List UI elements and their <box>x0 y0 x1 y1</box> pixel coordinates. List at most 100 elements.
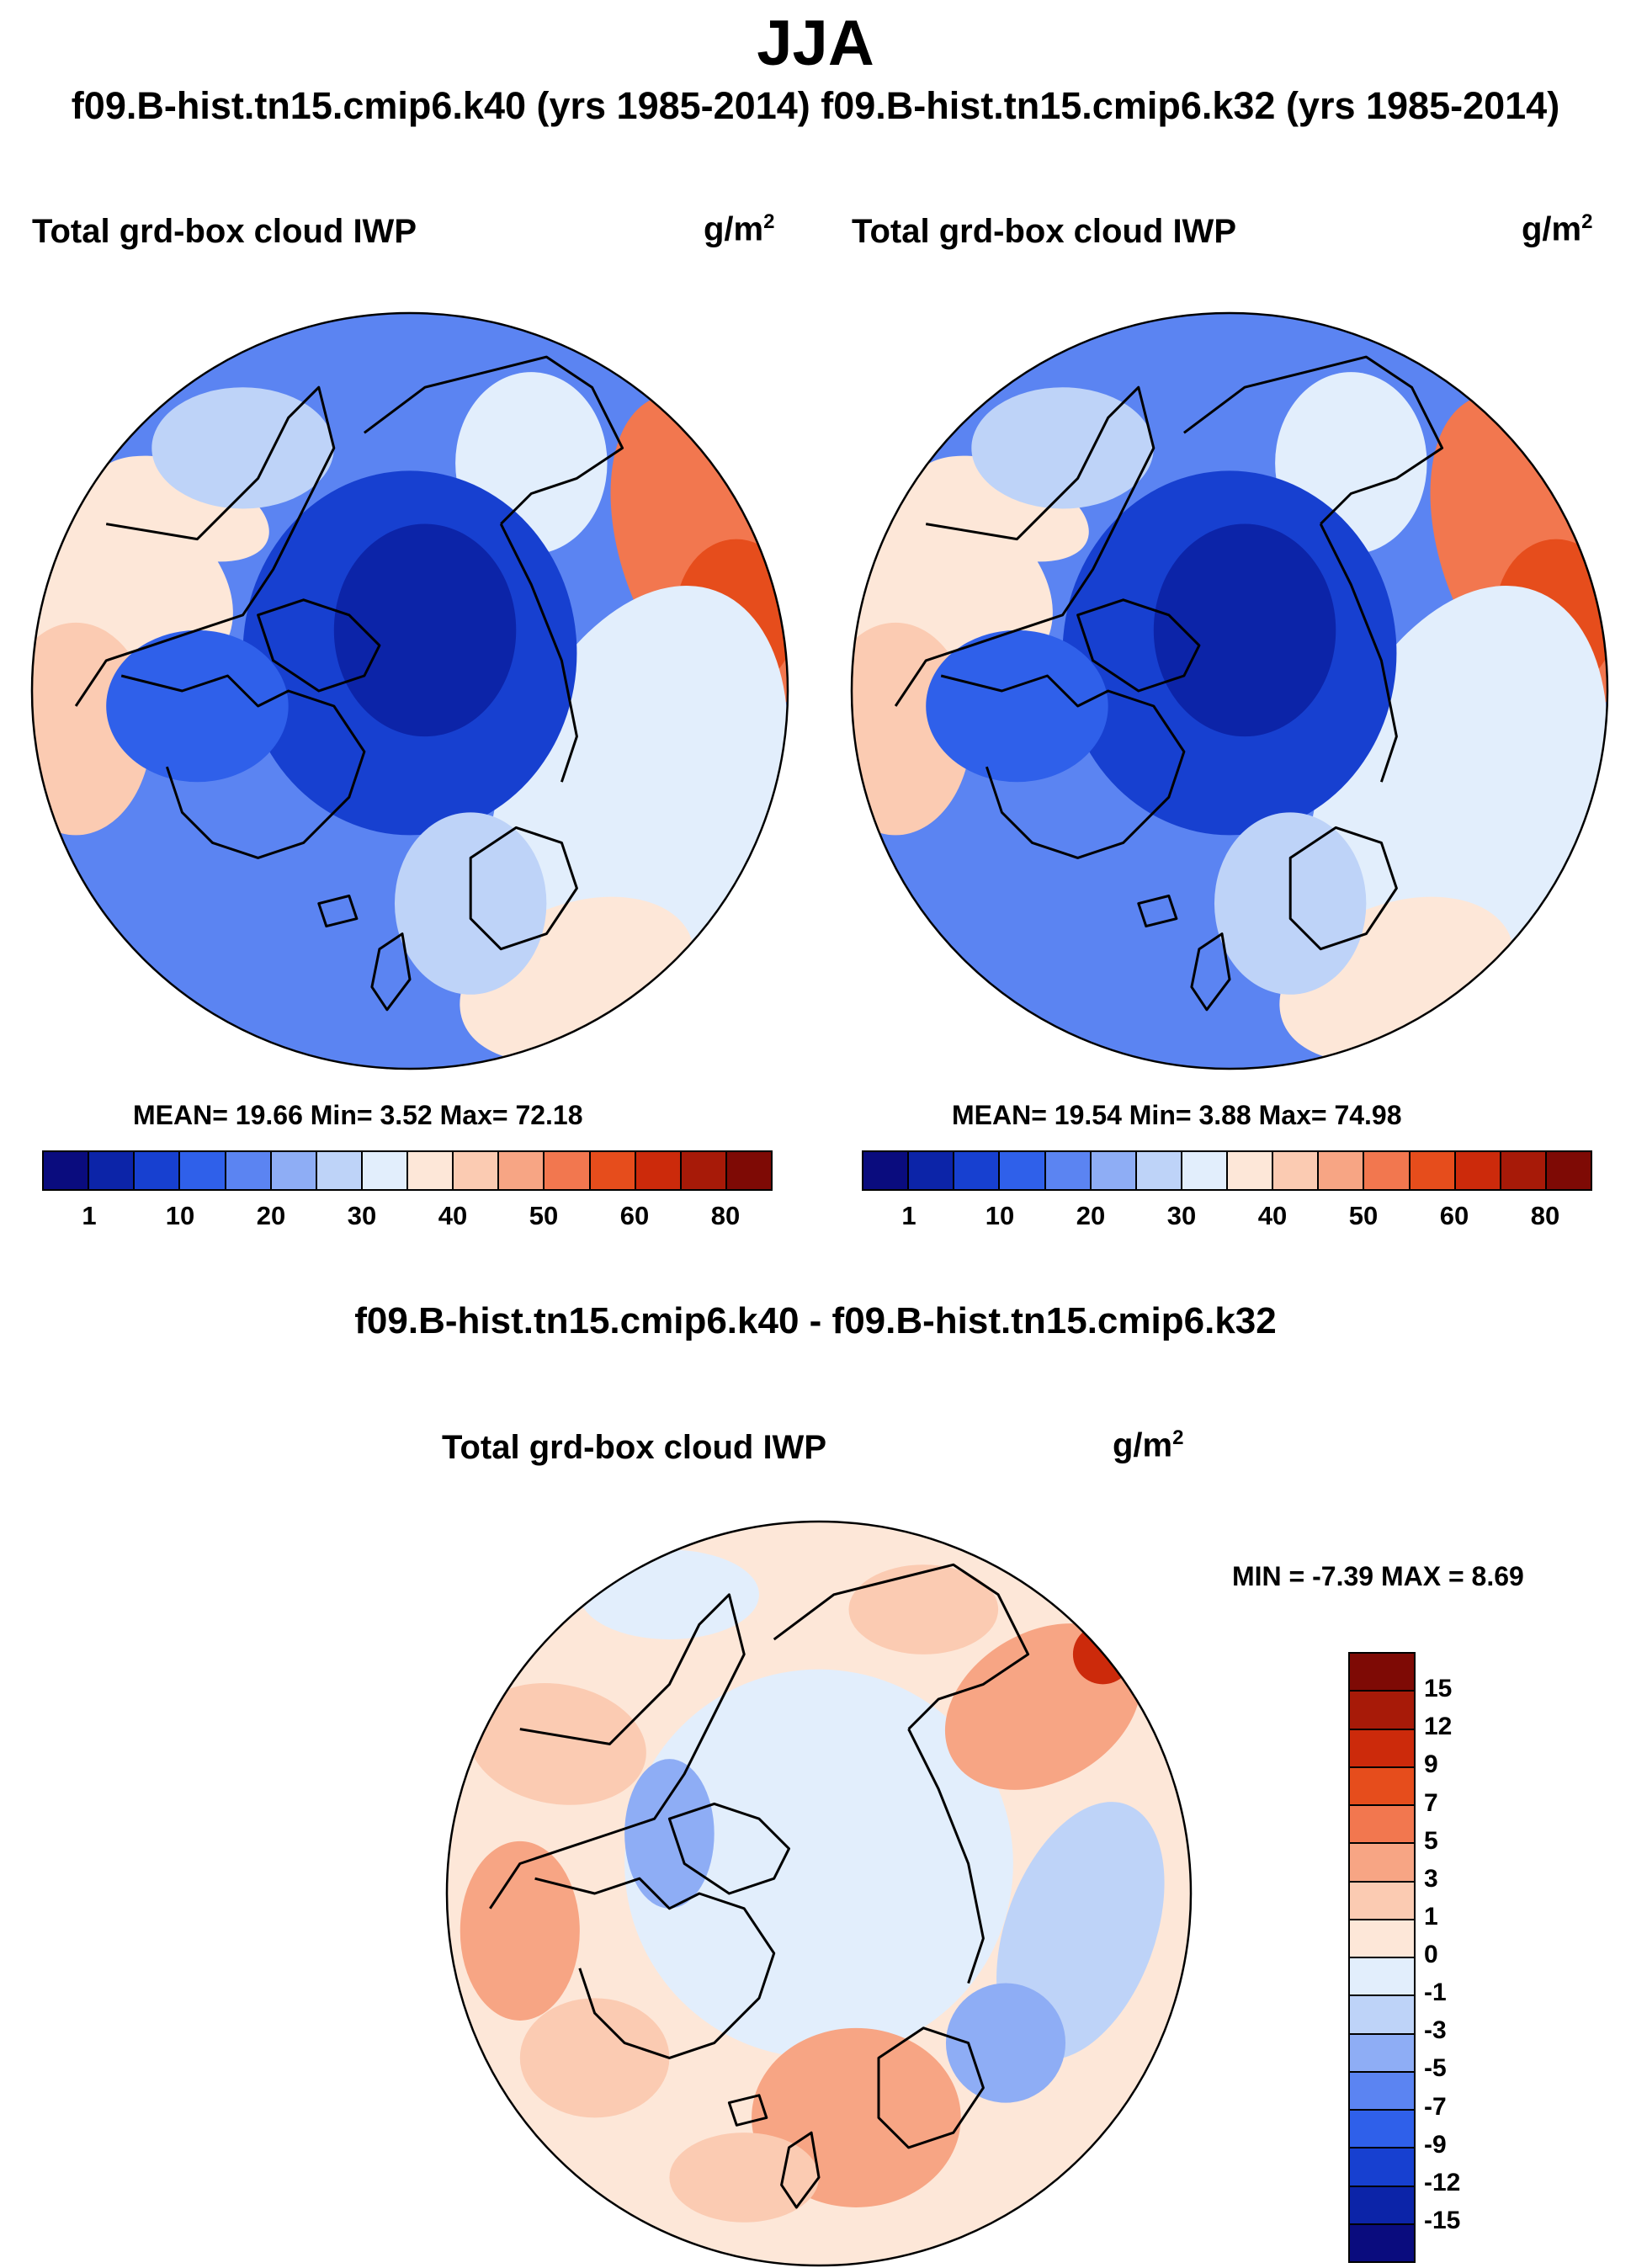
colorbar-box <box>1350 1882 1414 1920</box>
coastline <box>370 932 412 1012</box>
colorbar-box <box>1350 1958 1414 1997</box>
coastline <box>727 2094 768 2127</box>
coastline <box>773 1563 1030 1730</box>
colorbar-box <box>1350 1996 1414 2035</box>
panel1-variable-title: Total grd-box cloud IWP <box>32 213 417 250</box>
panel2-units: g/m2 <box>1522 210 1593 248</box>
coastline <box>1288 826 1398 951</box>
contour-region <box>624 1759 715 1909</box>
contour-region <box>519 1998 670 2118</box>
coastline <box>1076 598 1201 693</box>
colorbar-box <box>135 1152 181 1189</box>
colorbar-box <box>545 1152 591 1189</box>
colorbar-tick-label: -9 <box>1424 2130 1447 2159</box>
colorbar-box <box>1000 1152 1046 1189</box>
colorbar-tick-label: 0 <box>1424 1941 1438 1968</box>
panel1-units: g/m2 <box>704 210 775 248</box>
colorbar-box <box>1228 1152 1274 1189</box>
colorbar-box <box>362 1152 408 1189</box>
colorbar-tick-label: 40 <box>1257 1201 1288 1230</box>
colorbar-box <box>1546 1152 1591 1189</box>
contour-region <box>106 629 289 783</box>
colorbar-tick-label: 20 <box>1076 1201 1106 1230</box>
colorbar-box <box>1273 1152 1320 1189</box>
colorbar-box <box>1091 1152 1137 1189</box>
colorbar-box <box>1501 1152 1547 1189</box>
colorbar-tick-label: -7 <box>1424 2092 1447 2121</box>
map-boundary <box>30 311 789 1070</box>
colorbar-box <box>1136 1152 1182 1189</box>
coastline <box>489 1593 746 1909</box>
colorbar-box <box>89 1152 135 1189</box>
colorbar-box <box>1350 2034 1414 2073</box>
contour-region <box>848 1564 999 1655</box>
coastline <box>907 1728 985 1984</box>
colorbar-box <box>316 1152 363 1189</box>
map-boundary <box>445 1520 1193 2267</box>
colorbar-box <box>954 1152 1001 1189</box>
colorbar-tick-label: 60 <box>619 1201 650 1230</box>
coastline <box>120 674 366 859</box>
colorbar-box <box>681 1152 727 1189</box>
coastline <box>1137 895 1178 928</box>
colorbar-tick-label: 60 <box>1439 1201 1469 1230</box>
contour-region <box>460 1840 580 2021</box>
panel1-polar-map <box>30 311 789 1070</box>
coastline <box>1319 523 1398 783</box>
coastline <box>894 385 1156 707</box>
contour-region <box>669 2133 819 2223</box>
colorbar-box <box>1182 1152 1228 1189</box>
diff-variable-title: Total grd-box cloud IWP <box>442 1429 826 1466</box>
colorbar-tick-label: -5 <box>1424 2054 1447 2083</box>
contour-region <box>1153 523 1336 737</box>
colorbar-box <box>1455 1152 1501 1189</box>
colorbar-tick-label: -3 <box>1424 2016 1447 2045</box>
contour-region <box>926 629 1108 783</box>
colorbar-tick-label: 1 <box>1424 1902 1438 1931</box>
case-header: f09.B-hist.tn15.cmip6.k40 (yrs 1985-2014… <box>71 84 1560 127</box>
contour-region <box>624 1669 1013 2058</box>
colorbar-tick-label: 10 <box>985 1201 1015 1230</box>
map-boundary <box>850 311 1609 1070</box>
colorbar-tick-label: 80 <box>710 1201 741 1230</box>
colorbar-box <box>1350 2186 1414 2225</box>
contour-region <box>971 387 1154 509</box>
colorbar-tick-label: -15 <box>1424 2206 1461 2234</box>
colorbar-tick-label: 50 <box>529 1201 559 1230</box>
coastline <box>534 1877 776 2059</box>
colorbar-box <box>635 1152 682 1189</box>
colorbar-tick-label: -1 <box>1424 1979 1447 2007</box>
colorbar-tick-label: 12 <box>1424 1713 1453 1741</box>
difference-title: f09.B-hist.tn15.cmip6.k40 - f09.B-hist.t… <box>354 1300 1277 1341</box>
panel2-stats: MEAN= 19.54 Min= 3.88 Max= 74.98 <box>952 1100 1402 1130</box>
colorbar-box <box>1410 1152 1456 1189</box>
colorbar-tick-label: 40 <box>438 1201 468 1230</box>
coastline <box>317 895 359 928</box>
colorbar-box <box>1350 2148 1414 2187</box>
panel2-polar-map <box>850 311 1609 1070</box>
colorbar-tick-label: 5 <box>1424 1826 1438 1855</box>
contour-region <box>333 523 517 737</box>
colorbar-box <box>590 1152 636 1189</box>
panel2-variable-title: Total grd-box cloud IWP <box>852 213 1236 250</box>
colorbar-tick-label: 9 <box>1424 1750 1438 1779</box>
colorbar-tick-label: 30 <box>1166 1201 1197 1230</box>
colorbar-box <box>1364 1152 1411 1189</box>
colorbar-box <box>909 1152 955 1189</box>
coastline <box>469 826 578 951</box>
colorbar-box <box>1350 2224 1414 2261</box>
colorbar-tick-label: 1 <box>901 1201 916 1230</box>
colorbar-box <box>1045 1152 1092 1189</box>
colorbar-tick-label: 30 <box>347 1201 377 1230</box>
colorbar-box <box>1350 1806 1414 1845</box>
panel1-colorbar <box>42 1150 773 1191</box>
colorbar-tick-label: 50 <box>1348 1201 1379 1230</box>
colorbar-box <box>1350 1654 1414 1692</box>
colorbar-box <box>44 1152 90 1189</box>
coastline <box>940 674 1186 859</box>
colorbar-box <box>863 1152 910 1189</box>
colorbar-box <box>454 1152 500 1189</box>
contour-region <box>945 1983 1066 2103</box>
colorbar-tick-label: 15 <box>1424 1675 1453 1703</box>
colorbar-tick-label: 10 <box>165 1201 195 1230</box>
